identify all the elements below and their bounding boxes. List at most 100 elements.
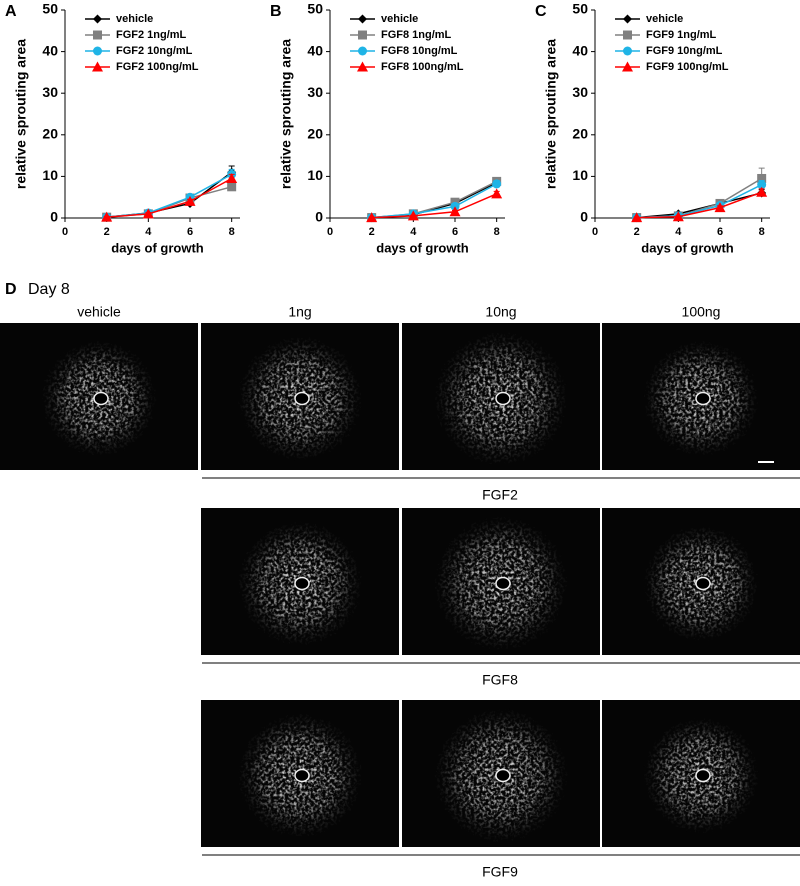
y-tick-label: 20: [572, 126, 588, 142]
legend-label: vehicle: [116, 13, 153, 25]
marker: [226, 172, 238, 183]
panel-label: C: [535, 3, 547, 20]
y-tick-label: 30: [307, 84, 323, 100]
legend-label: FGF8 100ng/mL: [381, 61, 464, 73]
y-tick-label: 0: [50, 209, 58, 225]
series-line: [371, 193, 497, 219]
marker: [492, 179, 502, 189]
y-tick-label: 40: [572, 42, 588, 58]
legend-marker: [622, 61, 633, 72]
y-tick-label: 50: [307, 1, 323, 17]
bead: [294, 768, 310, 783]
x-tick-label: 0: [592, 226, 598, 238]
image-content: [233, 516, 367, 651]
row-label: FGF9: [482, 864, 518, 880]
column-label: 1ng: [288, 304, 311, 320]
legend-marker: [358, 14, 367, 24]
x-axis-label: days of growth: [111, 240, 204, 255]
x-tick-label: 8: [494, 226, 500, 238]
legend-label: FGF9 100ng/mL: [646, 61, 729, 73]
x-tick-label: 6: [452, 226, 458, 238]
marker: [142, 208, 154, 219]
bead: [695, 391, 711, 406]
marker: [407, 210, 419, 221]
y-tick-label: 20: [307, 126, 323, 142]
image-content: [639, 521, 763, 646]
column-label: 100ng: [682, 304, 721, 320]
series-line: [636, 191, 762, 219]
y-tick-label: 40: [307, 42, 323, 58]
legend-label: FGF9 1ng/mL: [646, 29, 717, 41]
legend-label: FGF8 10ng/mL: [381, 45, 458, 57]
marker: [184, 195, 196, 206]
y-tick-label: 30: [42, 84, 58, 100]
panel-label: D: [5, 281, 17, 298]
series-line: [106, 171, 233, 218]
marker: [756, 186, 768, 197]
image-content: [233, 708, 367, 843]
image-content: [429, 511, 573, 655]
x-tick-label: 6: [717, 226, 723, 238]
panel-label: B: [270, 3, 282, 20]
y-tick-label: 10: [307, 167, 323, 183]
x-axis-label: days of growth: [641, 240, 734, 255]
legend-label: FGF2 1ng/mL: [116, 29, 187, 41]
series-line: [371, 183, 498, 219]
marker: [101, 211, 113, 222]
marker: [366, 212, 378, 223]
micrograph: [201, 700, 399, 847]
bead: [93, 391, 109, 406]
marker: [631, 212, 643, 223]
x-tick-label: 2: [634, 226, 640, 238]
y-tick-label: 40: [42, 42, 58, 58]
legend-label: vehicle: [381, 13, 418, 25]
column-label: 10ng: [485, 304, 516, 320]
y-tick-label: 10: [42, 167, 58, 183]
micrograph: [0, 323, 198, 470]
bead: [695, 576, 711, 591]
x-tick-label: 0: [327, 226, 333, 238]
bead: [495, 768, 511, 783]
legend-label: FGF8 1ng/mL: [381, 29, 452, 41]
bead: [294, 576, 310, 591]
column-label: vehicle: [77, 304, 121, 320]
y-tick-label: 10: [572, 167, 588, 183]
series-line: [106, 177, 233, 218]
marker: [491, 188, 503, 199]
legend-marker: [358, 30, 367, 40]
x-tick-label: 8: [759, 226, 765, 238]
y-tick-label: 0: [315, 209, 323, 225]
x-tick-label: 6: [187, 226, 193, 238]
x-tick-label: 8: [229, 226, 235, 238]
image-content: [233, 331, 367, 466]
legend-marker: [623, 30, 632, 40]
legend-label: FGF9 10ng/mL: [646, 45, 723, 57]
bead: [695, 768, 711, 783]
row-label: FGF8: [482, 672, 518, 688]
y-tick-label: 50: [572, 1, 588, 17]
bead: [495, 576, 511, 591]
micrograph: [402, 508, 600, 655]
x-tick-label: 4: [675, 226, 682, 238]
image-content: [639, 713, 763, 838]
y-tick-label: 50: [42, 1, 58, 17]
row-label: FGF2: [482, 487, 518, 503]
series-line: [636, 192, 762, 219]
bead: [294, 391, 310, 406]
series-line: [106, 186, 232, 218]
legend-marker: [357, 61, 368, 72]
y-axis-label: relative sprouting area: [13, 39, 29, 189]
image-content: [639, 336, 763, 461]
image-content: [429, 326, 573, 470]
y-tick-label: 30: [572, 84, 588, 100]
y-tick-label: 20: [42, 126, 58, 142]
image-content: [429, 703, 573, 847]
legend-label: FGF2 100ng/mL: [116, 61, 199, 73]
x-tick-label: 4: [145, 226, 152, 238]
marker: [449, 206, 461, 217]
micrograph: [602, 323, 800, 470]
marker: [714, 202, 726, 213]
x-tick-label: 2: [104, 226, 110, 238]
micrograph: [402, 323, 600, 470]
